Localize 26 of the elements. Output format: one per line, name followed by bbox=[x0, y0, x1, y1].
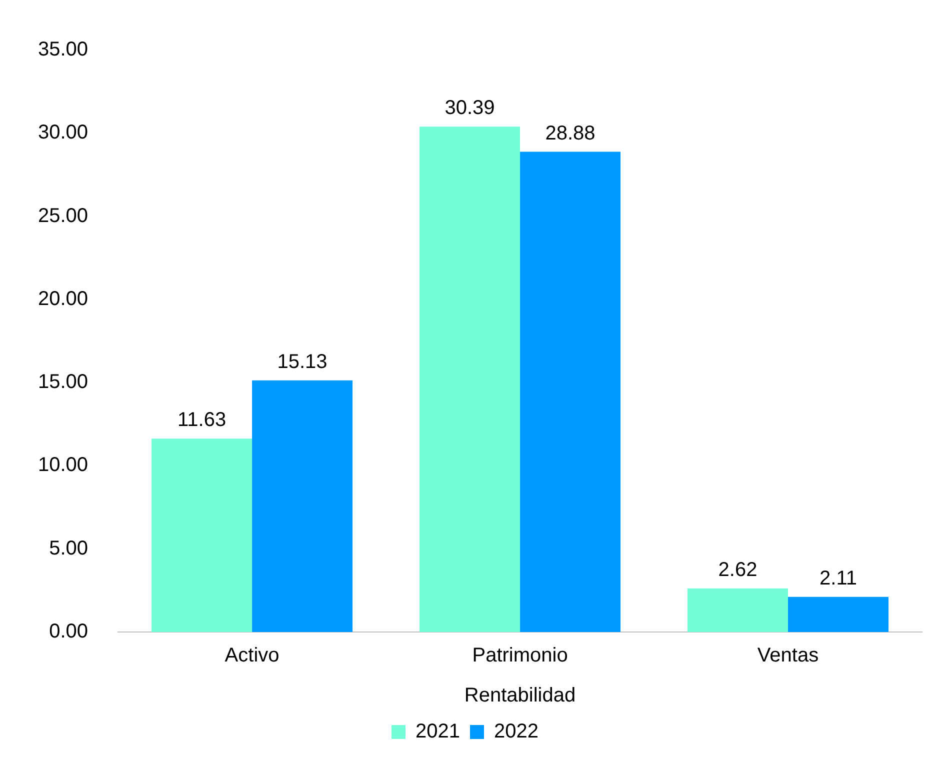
y-tick-label: 20.00 bbox=[38, 288, 88, 310]
x-tick-label: Patrimonio bbox=[472, 644, 568, 667]
bar bbox=[252, 380, 353, 632]
data-label: 2.11 bbox=[820, 567, 857, 590]
data-label: 2.62 bbox=[718, 558, 758, 581]
y-tick-label: 30.00 bbox=[38, 122, 88, 144]
y-tick-label: 0.00 bbox=[49, 620, 88, 643]
data-label: 28.88 bbox=[545, 122, 596, 144]
x-tick-label: Activo bbox=[224, 644, 280, 667]
bar bbox=[420, 126, 520, 632]
y-tick-label: 10.00 bbox=[38, 454, 88, 476]
y-tick-label: 25.00 bbox=[38, 204, 88, 227]
legend-label: 2022 bbox=[494, 720, 538, 743]
y-tick-label: 35.00 bbox=[38, 38, 88, 61]
x-axis-title: Rentabilidad bbox=[464, 684, 576, 707]
data-label: 15.13 bbox=[277, 350, 328, 373]
bar bbox=[688, 588, 788, 632]
bar bbox=[152, 438, 252, 632]
y-tick-label: 15.00 bbox=[38, 371, 88, 394]
x-tick-label: Ventas bbox=[757, 644, 819, 667]
bar bbox=[788, 596, 888, 632]
legend-label: 2021 bbox=[416, 720, 460, 743]
data-label: 11.63 bbox=[178, 409, 226, 432]
data-label: 30.39 bbox=[444, 97, 495, 120]
y-tick-label: 5.00 bbox=[49, 537, 88, 560]
bar bbox=[520, 152, 621, 632]
